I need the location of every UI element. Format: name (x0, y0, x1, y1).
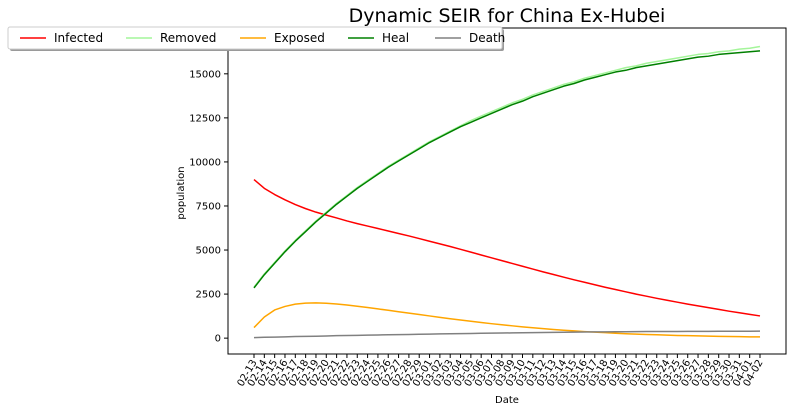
series-line-death (253, 330, 761, 339)
x-axis-label: Date (495, 395, 519, 406)
plot-frame (227, 27, 787, 355)
y-axis-label: population (176, 166, 187, 219)
y-tick-label: 10000 (189, 157, 221, 168)
y-tick-label: 7500 (196, 201, 221, 212)
series-line-heal (253, 50, 761, 289)
legend-label: Heal (382, 31, 409, 45)
series-line-exposed (253, 302, 761, 338)
y-tick-label: 0 (215, 334, 221, 345)
plot-area: 025005000750010000125001500002-1302-1402… (189, 27, 787, 389)
legend: Infected Removed Exposed Heal Death (7, 26, 505, 51)
series-line-removed (253, 45, 761, 288)
legend-label: Removed (160, 31, 216, 45)
legend-label: Exposed (274, 31, 325, 45)
y-tick-label: 2500 (196, 290, 221, 301)
series-line-infected (253, 178, 761, 317)
y-tick-label: 5000 (196, 246, 221, 257)
y-tick-label: 15000 (189, 69, 221, 80)
chart-title: Dynamic SEIR for China Ex-Hubei (349, 5, 666, 27)
y-tick-label: 12500 (189, 113, 221, 124)
legend-label: Death (469, 31, 505, 45)
legend-label: Infected (54, 31, 103, 45)
